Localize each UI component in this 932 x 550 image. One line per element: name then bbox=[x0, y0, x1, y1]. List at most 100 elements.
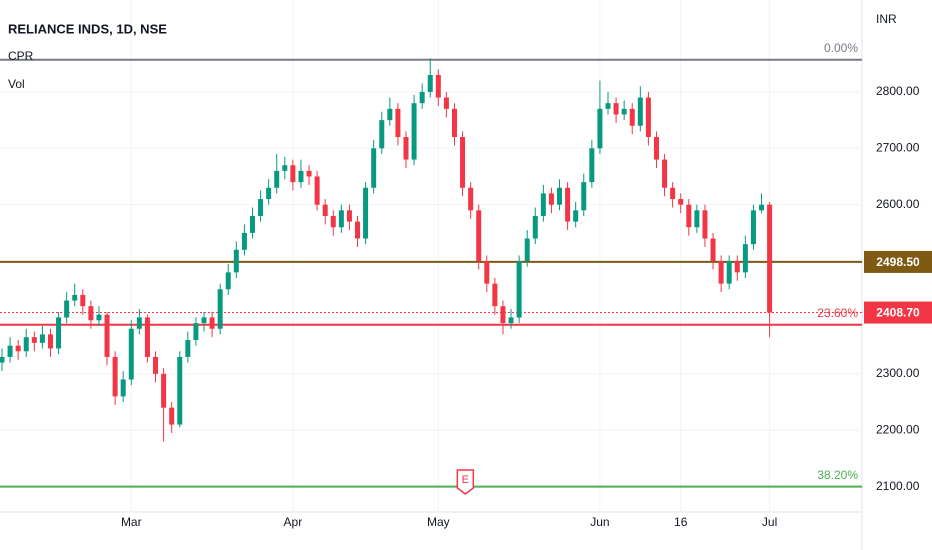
candle-body bbox=[64, 300, 70, 318]
candle-body bbox=[548, 193, 554, 205]
y-tick-label: 2100.00 bbox=[876, 479, 920, 493]
candle-body bbox=[185, 340, 191, 357]
candle-body bbox=[734, 261, 740, 273]
candle-body bbox=[128, 328, 134, 380]
candle-body bbox=[23, 337, 29, 352]
candle-body bbox=[621, 108, 627, 115]
candle-body bbox=[694, 210, 700, 228]
y-tick-label: 2700.00 bbox=[876, 140, 920, 154]
candle-body bbox=[371, 148, 377, 188]
x-tick-label: Mar bbox=[121, 515, 142, 529]
indicator-label: Vol bbox=[8, 77, 25, 91]
price-badge bbox=[864, 301, 932, 324]
candle-body bbox=[290, 165, 296, 183]
candle-body bbox=[193, 323, 199, 341]
candle-body bbox=[710, 238, 716, 262]
grid bbox=[0, 0, 862, 512]
x-tick-label: Apr bbox=[284, 515, 303, 529]
candle-body bbox=[225, 272, 231, 290]
candle-body bbox=[39, 334, 45, 343]
x-tick-label: Jun bbox=[590, 515, 609, 529]
candle-body bbox=[759, 204, 765, 211]
indicator-label: CPR bbox=[8, 49, 34, 63]
y-tick-label: 2800.00 bbox=[876, 84, 920, 98]
candle-body bbox=[169, 407, 175, 425]
candle-body bbox=[508, 317, 514, 324]
fib-label: 23.60% bbox=[817, 306, 858, 320]
candle-body bbox=[589, 148, 595, 183]
candle-body bbox=[153, 356, 159, 374]
candle-body bbox=[282, 165, 288, 171]
candle-body bbox=[387, 108, 393, 121]
candle-body bbox=[249, 215, 255, 233]
fib-label: 38.20% bbox=[817, 468, 858, 482]
price-badge-label: 2498.50 bbox=[876, 255, 920, 269]
candle-body bbox=[15, 345, 21, 352]
candle-body bbox=[346, 210, 352, 222]
candle-body bbox=[104, 314, 110, 357]
candle-body bbox=[161, 373, 167, 408]
candle-body bbox=[581, 182, 587, 211]
candle-body bbox=[476, 210, 482, 262]
candle-body bbox=[56, 317, 62, 349]
candle-body bbox=[201, 317, 207, 324]
x-tick-label: May bbox=[427, 515, 450, 529]
event-marker-label: E bbox=[462, 474, 469, 486]
candle-body bbox=[96, 314, 102, 321]
candle-body bbox=[484, 261, 490, 284]
y-tick-label: 2200.00 bbox=[876, 422, 920, 436]
y-tick-label: 2300.00 bbox=[876, 366, 920, 380]
candle-body bbox=[7, 345, 13, 357]
candle-body bbox=[750, 210, 756, 245]
candles bbox=[0, 58, 773, 442]
candle-body bbox=[565, 187, 571, 222]
candle-body bbox=[322, 204, 328, 216]
candle-body bbox=[258, 199, 264, 216]
candle-body bbox=[573, 210, 579, 222]
candle-body bbox=[338, 210, 344, 228]
candle-body bbox=[532, 215, 538, 239]
candle-body bbox=[136, 317, 142, 329]
candle-body bbox=[443, 97, 449, 109]
candle-body bbox=[718, 261, 724, 284]
levels bbox=[0, 58, 862, 488]
candle-body bbox=[233, 249, 239, 273]
candle-body bbox=[363, 187, 369, 239]
candle-body bbox=[767, 204, 773, 313]
labels: 2100.002200.002300.002400.002500.002600.… bbox=[121, 41, 932, 529]
candle-body bbox=[540, 193, 546, 216]
candle-body bbox=[314, 176, 320, 205]
candle-body bbox=[355, 221, 361, 239]
candle-body bbox=[427, 74, 433, 92]
candle-body bbox=[31, 337, 37, 343]
candle-body bbox=[605, 103, 611, 109]
candle-body bbox=[177, 356, 183, 425]
candle-body bbox=[403, 137, 409, 160]
candle-body bbox=[678, 199, 684, 205]
candle-body bbox=[274, 170, 280, 188]
fib-label: 0.00% bbox=[824, 41, 858, 55]
candle-body bbox=[395, 108, 401, 138]
candle-body bbox=[419, 91, 425, 104]
x-tick-label: 16 bbox=[674, 515, 688, 529]
candle-body bbox=[524, 238, 530, 262]
candle-body bbox=[468, 187, 474, 211]
candle-body bbox=[670, 187, 676, 200]
candle-body bbox=[217, 289, 223, 329]
price-badge bbox=[864, 250, 932, 273]
candle-body bbox=[726, 261, 732, 284]
candle-body bbox=[330, 215, 336, 228]
candle-body bbox=[629, 108, 635, 126]
candle-body bbox=[686, 204, 692, 228]
candle-body bbox=[88, 306, 94, 321]
candle-body bbox=[72, 294, 78, 301]
candle-body bbox=[112, 356, 118, 397]
candle-body bbox=[653, 137, 659, 160]
candle-body bbox=[451, 108, 457, 138]
candle-body bbox=[241, 232, 247, 250]
candle-body bbox=[435, 74, 441, 98]
price-badge-label: 2408.70 bbox=[876, 306, 920, 320]
candle-body bbox=[460, 137, 466, 188]
